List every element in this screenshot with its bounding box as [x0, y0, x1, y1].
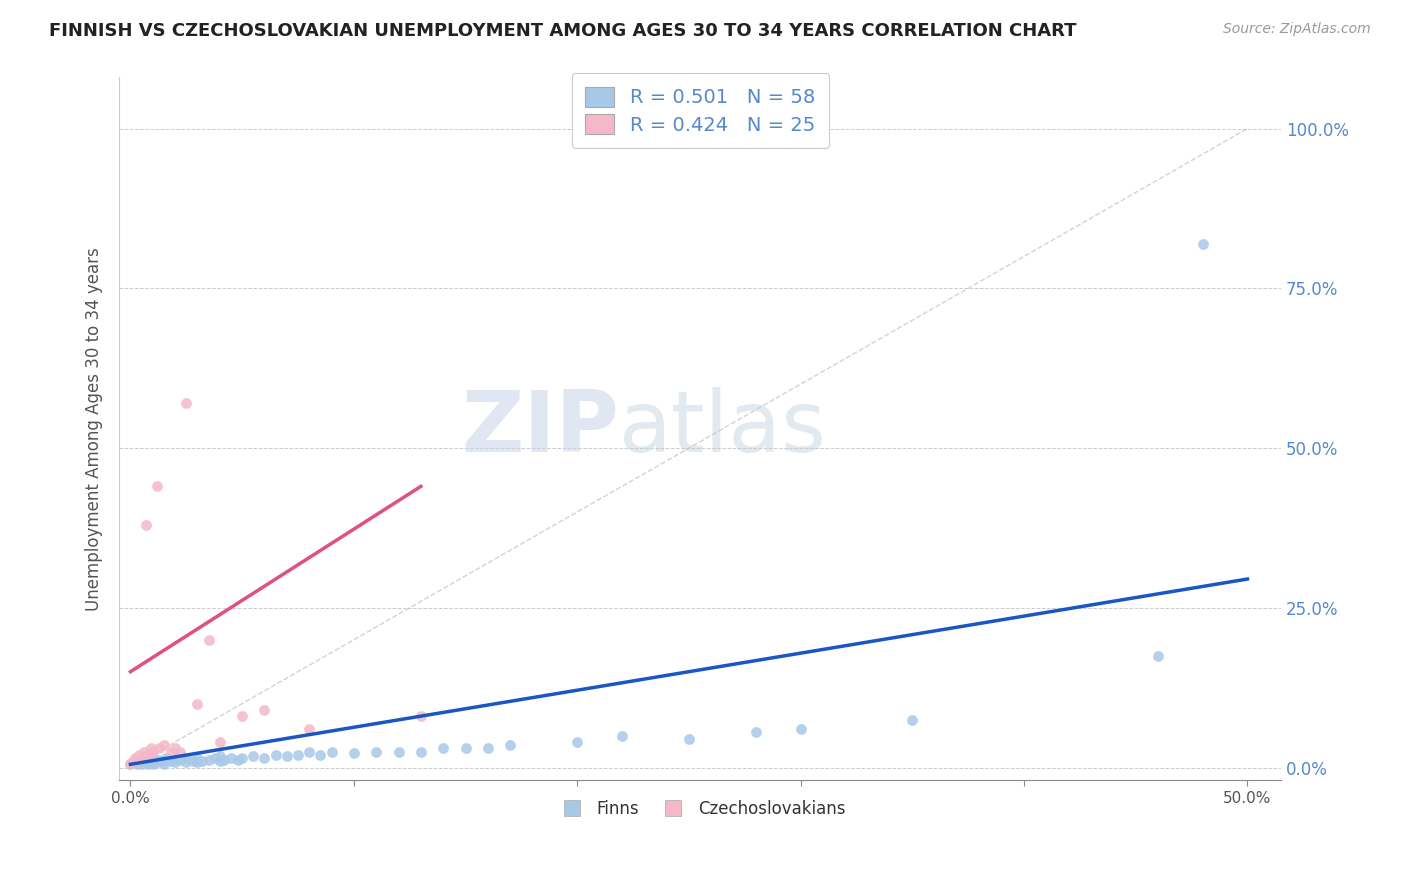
Point — [567, 735, 589, 749]
Point — [128, 747, 150, 762]
Point — [135, 756, 157, 770]
Text: ZIP: ZIP — [461, 387, 619, 470]
Legend: Finns, Czechoslovakians: Finns, Czechoslovakians — [548, 793, 852, 825]
Point — [287, 747, 309, 762]
Point — [159, 745, 181, 759]
Point — [136, 753, 159, 767]
Point — [131, 751, 153, 765]
Point — [165, 756, 187, 770]
Point — [155, 751, 177, 765]
Point — [454, 741, 477, 756]
Point — [366, 745, 388, 759]
Point — [132, 745, 155, 759]
Text: atlas: atlas — [619, 387, 827, 470]
Point — [120, 757, 142, 772]
Point — [131, 753, 153, 767]
Point — [186, 751, 208, 765]
Point — [174, 756, 197, 770]
Point — [1191, 236, 1213, 251]
Point — [610, 729, 633, 743]
Point — [343, 747, 366, 761]
Point — [139, 741, 162, 756]
Point — [789, 722, 811, 736]
Point — [309, 747, 332, 762]
Point — [197, 632, 219, 647]
Point — [128, 754, 150, 768]
Point — [148, 753, 170, 767]
Point — [124, 751, 146, 765]
Point — [226, 753, 249, 767]
Point — [142, 751, 165, 765]
Point — [214, 753, 236, 767]
Point — [1147, 648, 1170, 663]
Point — [901, 713, 924, 727]
Point — [142, 745, 165, 759]
Point — [146, 756, 169, 770]
Point — [120, 757, 142, 772]
Point — [409, 745, 432, 759]
Point — [121, 754, 143, 768]
Point — [231, 751, 253, 765]
Point — [146, 479, 169, 493]
Point — [174, 751, 197, 765]
Point — [139, 756, 162, 770]
Point — [131, 757, 153, 772]
Point — [298, 722, 321, 736]
Point — [148, 741, 170, 756]
Point — [169, 753, 191, 767]
Point — [174, 396, 197, 410]
Point — [186, 756, 208, 770]
Point — [159, 754, 181, 768]
Point — [153, 757, 176, 772]
Point — [191, 754, 214, 768]
Point — [186, 697, 208, 711]
Point — [264, 747, 287, 762]
Point — [208, 754, 231, 768]
Point — [678, 731, 700, 746]
Point — [127, 754, 149, 768]
Point — [142, 757, 165, 772]
Point — [409, 709, 432, 723]
Text: Source: ZipAtlas.com: Source: ZipAtlas.com — [1223, 22, 1371, 37]
Point — [499, 738, 522, 752]
Point — [253, 751, 276, 765]
Point — [387, 745, 409, 759]
Point — [165, 741, 187, 756]
Point — [231, 709, 253, 723]
Point — [153, 754, 176, 768]
Point — [197, 753, 219, 767]
Point — [204, 751, 226, 765]
Point — [745, 725, 768, 739]
Y-axis label: Unemployment Among Ages 30 to 34 years: Unemployment Among Ages 30 to 34 years — [86, 247, 103, 611]
Point — [136, 747, 159, 762]
Point — [242, 749, 264, 764]
Point — [124, 756, 146, 770]
Text: FINNISH VS CZECHOSLOVAKIAN UNEMPLOYMENT AMONG AGES 30 TO 34 YEARS CORRELATION CH: FINNISH VS CZECHOSLOVAKIAN UNEMPLOYMENT … — [49, 22, 1077, 40]
Point — [477, 741, 499, 756]
Point — [135, 517, 157, 532]
Point — [253, 703, 276, 717]
Point — [127, 757, 149, 772]
Point — [208, 749, 231, 764]
Point — [298, 745, 321, 759]
Point — [153, 738, 176, 752]
Point — [432, 741, 454, 756]
Point — [219, 751, 242, 765]
Point — [208, 735, 231, 749]
Point — [136, 757, 159, 772]
Point — [169, 745, 191, 759]
Point — [321, 745, 343, 759]
Point — [276, 749, 298, 764]
Point — [181, 754, 204, 768]
